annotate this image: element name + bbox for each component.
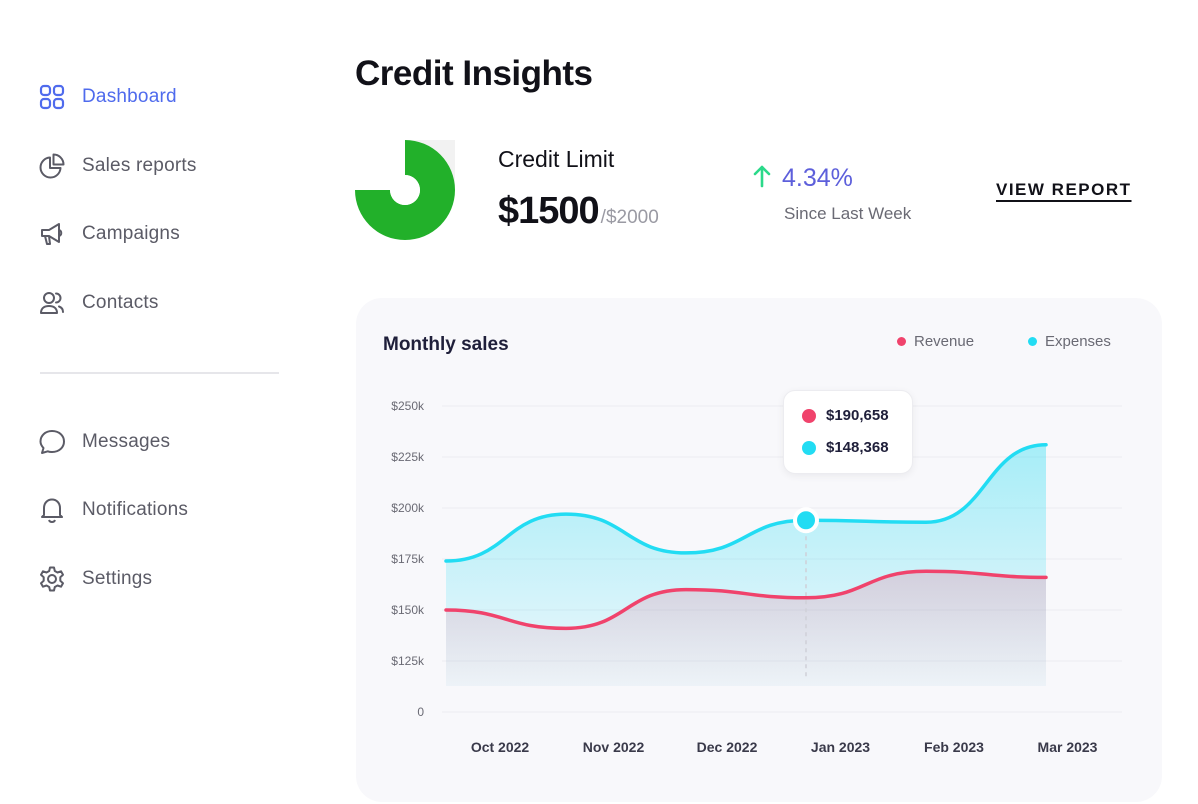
- sidebar-item-contacts[interactable]: Contacts: [38, 287, 159, 319]
- credit-used-value: $1500: [498, 190, 600, 232]
- y-tick-label: 0: [417, 705, 424, 719]
- x-tick-label: Nov 2022: [583, 739, 645, 755]
- sidebar: Dashboard Sales reports Campaigns: [0, 0, 300, 804]
- trend-indicator: 4.34%: [752, 164, 853, 193]
- y-tick-label: $150k: [391, 603, 425, 617]
- chart-tooltip: $190,658 $148,368: [783, 390, 913, 474]
- credit-amount: $1500 /$2000: [498, 190, 659, 233]
- gear-icon: [38, 565, 66, 593]
- sidebar-item-label: Messages: [82, 431, 171, 452]
- arrow-up-icon: [752, 164, 772, 193]
- view-report-link[interactable]: VIEW REPORT: [996, 180, 1132, 199]
- legend-label: Revenue: [914, 333, 975, 350]
- legend-label: Expenses: [1045, 333, 1111, 350]
- bell-icon: [38, 496, 66, 524]
- credit-donut-chart: [355, 140, 455, 240]
- pie-chart-icon: [38, 152, 66, 180]
- monthly-sales-chart: $250k $225k $200k $175k $150k $125k 0 Oct 2022…: [391, 399, 1122, 755]
- sidebar-item-settings[interactable]: Settings: [38, 563, 152, 595]
- donut-used-portion: [355, 140, 455, 240]
- x-tick-label: Dec 2022: [697, 739, 758, 755]
- donut-hole: [390, 175, 420, 205]
- grid-icon: [38, 83, 66, 111]
- tooltip-expenses-value: $148,368: [826, 439, 889, 456]
- sidebar-item-label: Notifications: [82, 499, 189, 520]
- chat-bubble-icon: [38, 428, 66, 456]
- expenses-line: [444, 443, 1048, 563]
- legend-dot: [1028, 337, 1037, 346]
- tooltip-revenue-value: $190,658: [826, 407, 889, 424]
- sidebar-divider: [40, 372, 279, 374]
- page-title: Credit Insights: [355, 54, 593, 93]
- trend-value: 4.34%: [782, 164, 853, 192]
- legend-expenses[interactable]: Expenses: [1028, 333, 1111, 350]
- tooltip-dot: [802, 408, 816, 423]
- revenue-area: [446, 571, 1046, 686]
- y-tick-label: $200k: [391, 501, 425, 515]
- x-tick-label: Mar 2023: [1038, 739, 1098, 755]
- sidebar-item-messages[interactable]: Messages: [38, 426, 170, 458]
- monthly-sales-card: $250k $225k $200k $175k $150k $125k 0 Oct 2022…: [356, 298, 1162, 802]
- chart-title: Monthly sales: [383, 334, 509, 355]
- hover-point-marker[interactable]: [793, 507, 819, 534]
- y-tick-label: $125k: [391, 654, 425, 668]
- y-tick-label: $175k: [391, 552, 425, 566]
- credit-total-value: /$2000: [600, 207, 659, 228]
- x-tick-label: Oct 2022: [471, 739, 530, 755]
- tooltip-revenue: $190,658: [802, 407, 889, 424]
- sidebar-item-sales-reports[interactable]: Sales reports: [38, 150, 197, 182]
- trend-caption: Since Last Week: [784, 204, 912, 223]
- users-icon: [38, 289, 66, 317]
- sidebar-item-label: Dashboard: [82, 86, 177, 107]
- sidebar-item-label: Settings: [82, 568, 153, 589]
- megaphone-icon: [38, 220, 66, 248]
- sidebar-item-campaigns[interactable]: Campaigns: [38, 218, 180, 250]
- sidebar-item-label: Sales reports: [82, 155, 197, 176]
- legend-revenue[interactable]: Revenue: [897, 333, 974, 350]
- y-tick-label: $225k: [391, 450, 425, 464]
- sidebar-item-label: Campaigns: [82, 223, 180, 244]
- sidebar-item-dashboard[interactable]: Dashboard: [38, 81, 177, 113]
- x-tick-label: Feb 2023: [924, 739, 984, 755]
- y-tick-label: $250k: [391, 399, 425, 413]
- sidebar-item-notifications[interactable]: Notifications: [38, 494, 188, 526]
- legend-dot: [897, 337, 906, 346]
- sidebar-item-label: Contacts: [82, 292, 159, 313]
- tooltip-dot: [802, 440, 816, 455]
- x-tick-label: Jan 2023: [811, 739, 870, 755]
- revenue-line: [444, 569, 1048, 631]
- tooltip-expenses: $148,368: [802, 439, 889, 456]
- credit-limit-label: Credit Limit: [498, 146, 615, 172]
